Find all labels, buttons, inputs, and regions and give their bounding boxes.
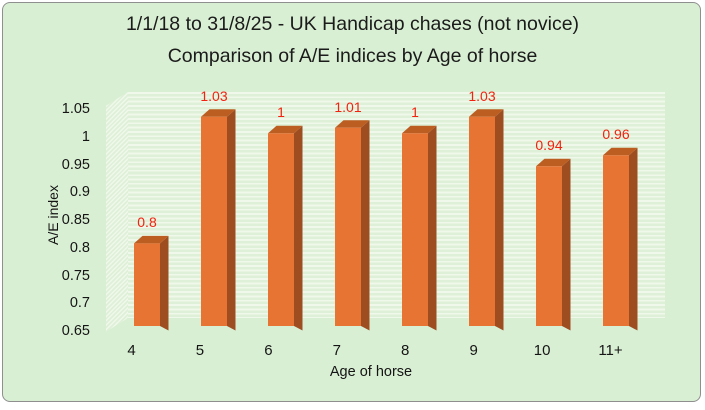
bar-value-label: 1.03 <box>468 87 496 104</box>
y-tick-label: 0.65 <box>61 323 90 339</box>
x-category-label: 5 <box>195 342 205 359</box>
bar-top-face <box>335 120 370 128</box>
bar-top-face <box>402 125 437 134</box>
bar-front-face <box>603 155 629 326</box>
bar-top-face <box>536 158 571 167</box>
bar-side-face <box>160 235 169 331</box>
y-tick-label: 0.85 <box>61 212 90 228</box>
bar-side-face <box>294 125 303 331</box>
bar-value-label: 1 <box>411 104 419 121</box>
bar-front-face <box>536 166 562 326</box>
x-category-label: 7 <box>332 342 341 359</box>
bar-value-label: 0.96 <box>602 126 630 143</box>
bar-side-face <box>562 158 571 331</box>
bar-side-face <box>361 120 370 331</box>
x-category-label: 8 <box>401 342 410 359</box>
bar-side-face <box>428 125 437 331</box>
bar-top-face <box>603 147 638 156</box>
bar-value-label: 1.03 <box>200 87 228 104</box>
bar-front-face <box>469 116 495 326</box>
x-axis-title: Age of horse <box>329 364 413 380</box>
bar-front-face <box>402 133 428 326</box>
bar-front-face <box>134 243 160 326</box>
y-tick-label: 0.8 <box>69 239 90 256</box>
chart-title-line-2: Comparison of A/E indices by Age of hors… <box>167 45 538 67</box>
x-category-label: 4 <box>127 342 136 359</box>
y-tick-label: 0.95 <box>61 156 90 173</box>
x-category-label: 6 <box>264 342 273 359</box>
bar-top-face <box>134 235 169 244</box>
bar-front-face <box>335 127 361 326</box>
x-category-label: 10 <box>533 342 551 359</box>
y-tick-label: 0.7 <box>69 295 90 312</box>
bar-value-label: 1 <box>277 104 285 121</box>
bar-side-face <box>495 109 504 331</box>
bar-side-face <box>629 147 638 331</box>
y-tick-label: 0.9 <box>69 184 90 201</box>
y-tick-label: 0.75 <box>61 267 90 284</box>
chart-title-line-1: 1/1/18 to 31/8/25 - UK Handicap chases (… <box>125 13 580 35</box>
bar-value-label: 0.94 <box>535 137 563 154</box>
bar-front-face <box>268 133 294 326</box>
bar-value-label: 0.8 <box>137 214 157 231</box>
y-tick-label: 1 <box>81 128 90 145</box>
bar-top-face <box>469 109 504 117</box>
x-category-label: 11+ <box>598 342 623 359</box>
bar-front-face <box>201 116 227 326</box>
bar-top-face <box>201 109 236 117</box>
bar-value-label: 1.01 <box>334 98 362 115</box>
y-tick-label: 1.05 <box>61 101 90 117</box>
bar-side-face <box>227 109 236 331</box>
x-category-label: 9 <box>469 342 478 359</box>
plot-side-wall <box>106 92 128 332</box>
bar-top-face <box>268 125 303 134</box>
